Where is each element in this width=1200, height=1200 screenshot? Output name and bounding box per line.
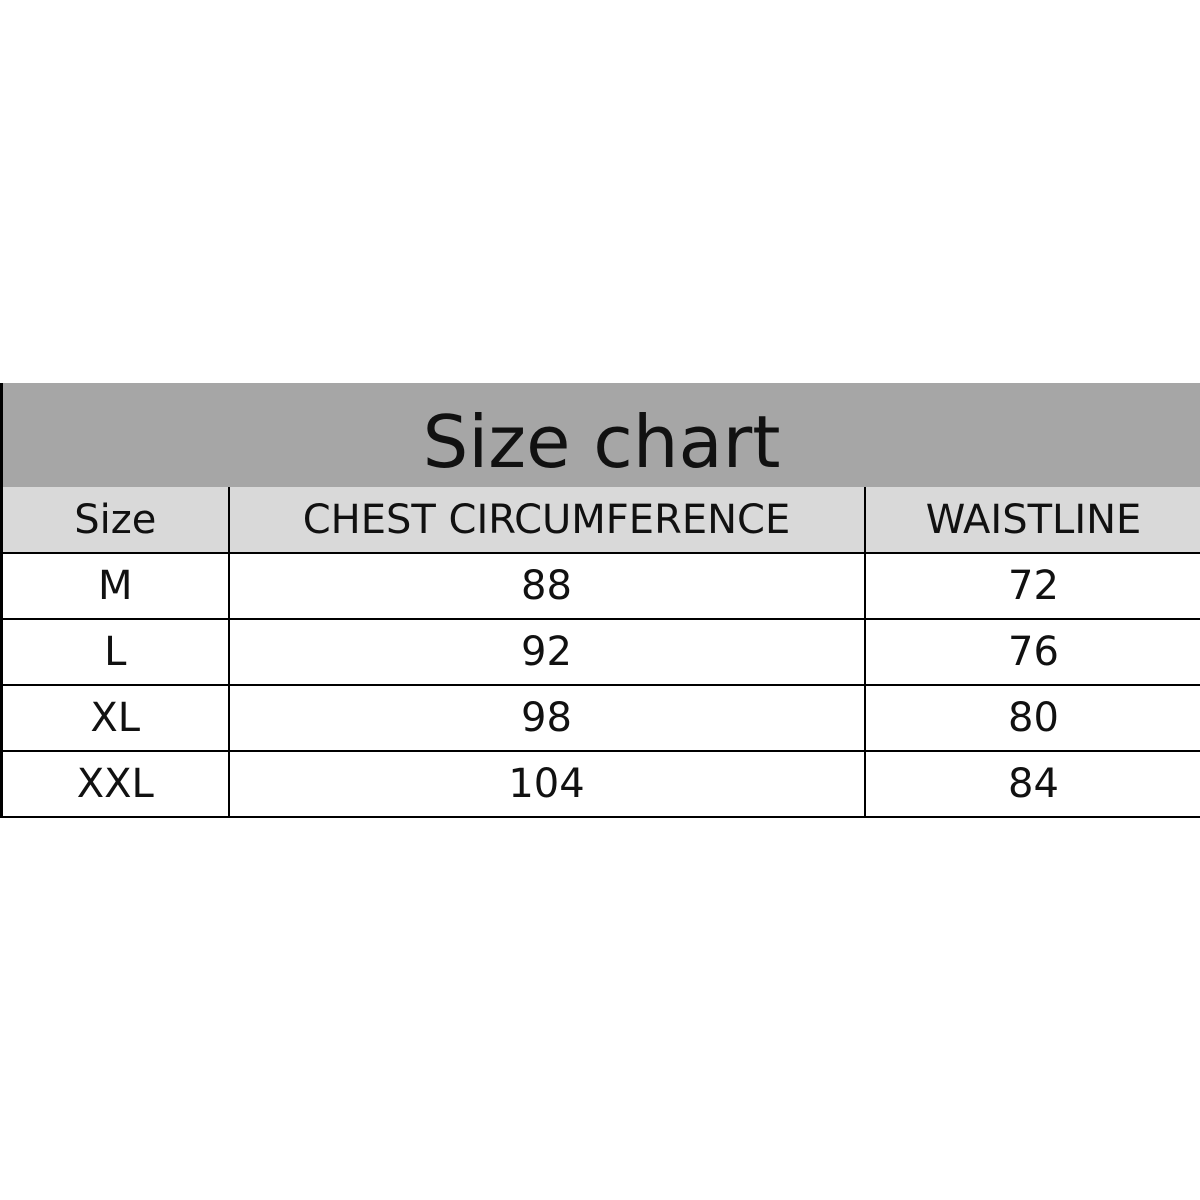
cell-chest: 92 bbox=[227, 618, 866, 686]
size-chart-table: Size CHEST CIRCUMFERENCE WAISTLINE M 88 … bbox=[0, 487, 1200, 818]
table-row: L 92 76 bbox=[0, 618, 1200, 686]
cell-size: XXL bbox=[0, 750, 230, 818]
cell-size: L bbox=[0, 618, 230, 686]
header-size: Size bbox=[0, 487, 230, 554]
header-waist: WAISTLINE bbox=[863, 487, 1200, 554]
cell-waist: 80 bbox=[863, 684, 1200, 752]
table-row: M 88 72 bbox=[0, 552, 1200, 620]
cell-waist: 76 bbox=[863, 618, 1200, 686]
header-chest: CHEST CIRCUMFERENCE bbox=[227, 487, 866, 554]
table-row: XXL 104 84 bbox=[0, 750, 1200, 818]
cell-chest: 98 bbox=[227, 684, 866, 752]
cell-chest: 88 bbox=[227, 552, 866, 620]
cell-chest: 104 bbox=[227, 750, 866, 818]
header-row: Size CHEST CIRCUMFERENCE WAISTLINE bbox=[0, 487, 1200, 554]
size-chart-title: Size chart bbox=[0, 383, 1200, 487]
table-row: XL 98 80 bbox=[0, 684, 1200, 752]
cell-waist: 72 bbox=[863, 552, 1200, 620]
cell-size: M bbox=[0, 552, 230, 620]
cell-waist: 84 bbox=[863, 750, 1200, 818]
cell-size: XL bbox=[0, 684, 230, 752]
